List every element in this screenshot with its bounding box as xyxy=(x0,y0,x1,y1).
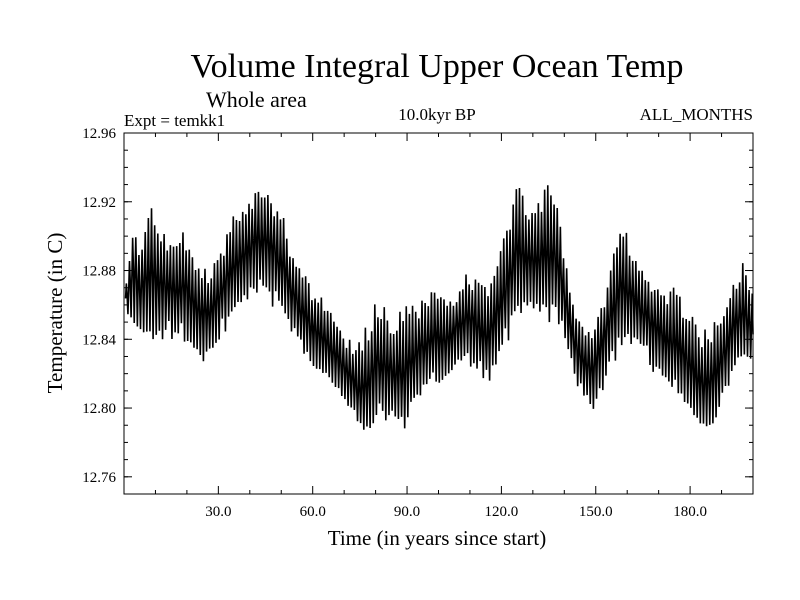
experiment-label: Expt = temkk1 xyxy=(124,111,225,130)
y-tick-label: 12.76 xyxy=(82,470,116,486)
x-axis-ticks: 30.0 60.0 90.0 120.0 150.0 180.0 xyxy=(154,133,723,520)
chart-subtitle: Whole area xyxy=(206,87,307,112)
y-axis-ticks: 12.76 12.80 12.84 12.88 12.92 12.96 xyxy=(82,126,753,495)
x-tick-label: 150.0 xyxy=(579,504,613,520)
y-tick-label: 12.96 xyxy=(82,126,116,142)
months-label: ALL_MONTHS xyxy=(640,105,753,124)
period-label: 10.0kyr BP xyxy=(398,105,475,124)
x-tick-label: 180.0 xyxy=(673,504,707,520)
series-layer xyxy=(124,185,754,430)
x-tick-label: 120.0 xyxy=(485,504,519,520)
y-axis-label: Temperature (in C) xyxy=(43,233,67,394)
y-tick-label: 12.88 xyxy=(82,264,116,280)
chart-title: Volume Integral Upper Ocean Temp xyxy=(191,48,684,85)
x-axis-label: Time (in years since start) xyxy=(328,526,547,550)
x-tick-label: 60.0 xyxy=(300,504,326,520)
y-tick-label: 12.80 xyxy=(82,401,116,417)
y-tick-label: 12.84 xyxy=(82,332,116,348)
x-tick-label: 30.0 xyxy=(205,504,231,520)
series-line xyxy=(124,185,754,430)
y-tick-label: 12.92 xyxy=(82,195,116,211)
x-tick-label: 90.0 xyxy=(394,504,420,520)
